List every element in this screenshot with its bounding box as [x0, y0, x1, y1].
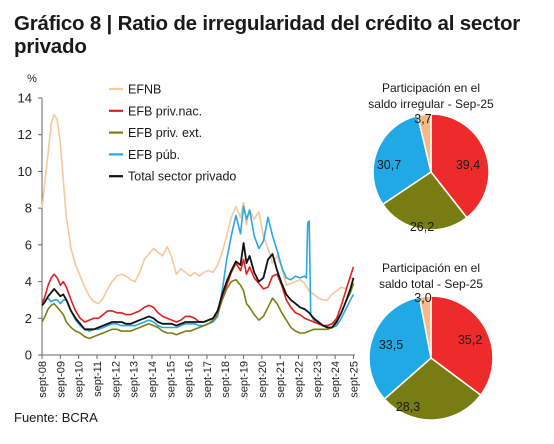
y-tick-label: 0 — [25, 348, 32, 363]
y-tick-label: 12 — [18, 127, 32, 142]
series-line-4 — [41, 242, 355, 331]
pie-slice — [430, 113, 490, 219]
pie-title: saldo total - Sep-25 — [379, 277, 483, 291]
y-tick-label: 2 — [25, 311, 32, 326]
legend-label: EFB púb. — [128, 148, 180, 162]
pie-slice — [416, 113, 432, 173]
series-line-3 — [42, 205, 355, 332]
series-line-0 — [41, 113, 354, 305]
series-line-2 — [41, 278, 355, 340]
x-tick-label: sept-17 — [202, 361, 214, 398]
pie-slice-label: 3,0 — [414, 291, 431, 305]
pie-slice-label: 26,2 — [410, 220, 434, 234]
page-title: Gráfico 8 | Ratio de irregularidad del c… — [14, 12, 521, 58]
pie-slice-label: 39,4 — [456, 158, 480, 172]
y-tick-label: 4 — [25, 274, 32, 289]
x-tick-label: sept-21 — [275, 361, 287, 398]
x-tick-label: sept-18 — [220, 361, 232, 398]
pie-slice-label: 35,2 — [458, 333, 482, 347]
pie-title: saldo irregular - Sep-25 — [368, 97, 494, 111]
pie-slice — [368, 296, 432, 401]
x-tick-label: sept-25 — [348, 361, 360, 398]
x-tick-label: sept-19 — [239, 361, 251, 398]
x-tick-label: sept-15 — [165, 361, 177, 398]
pie-slice-label: 33,5 — [379, 338, 403, 352]
pie-title: Participación en el — [382, 261, 480, 275]
y-tick-label: 8 — [25, 201, 32, 216]
pie-slice — [383, 357, 482, 421]
pie-slice — [372, 114, 432, 206]
x-tick-label: sept-22 — [294, 361, 306, 398]
x-tick-label: sept-24 — [330, 361, 342, 398]
x-tick-label: sept-14 — [147, 361, 159, 398]
x-tick-label: sept-12 — [110, 361, 122, 398]
series-line-1 — [41, 258, 355, 327]
x-tick-label: sept-20 — [257, 361, 269, 398]
source-note: Fuente: BCRA — [14, 410, 98, 425]
x-tick-label: sept-13 — [129, 361, 141, 398]
pie-slice-label: 28,3 — [396, 400, 420, 414]
x-tick-label: sept-11 — [92, 361, 104, 397]
legend-label: EFB priv. ext. — [128, 126, 202, 140]
y-axis-unit: % — [27, 73, 37, 85]
pie-slice — [430, 295, 494, 397]
pie-slice — [381, 170, 468, 231]
x-tick-label: sept-09 — [55, 361, 67, 398]
y-tick-label: 14 — [18, 91, 32, 106]
legend-label: Total sector privado — [128, 170, 236, 184]
pie-title: Participación en el — [382, 81, 480, 95]
y-tick-label: 6 — [25, 237, 32, 252]
y-tick-label: 10 — [18, 164, 32, 179]
legend-label: EFNB — [128, 83, 161, 97]
pie-slice — [418, 295, 432, 359]
x-tick-label: sept-16 — [184, 361, 196, 398]
pie-slice-label: 30,7 — [377, 158, 401, 172]
x-tick-label: sept-08 — [37, 361, 49, 398]
x-tick-label: sept-10 — [74, 361, 86, 398]
legend-label: EFB priv.nac. — [128, 104, 202, 118]
pie-slice-label: 3,7 — [414, 112, 431, 126]
x-tick-label: sept-23 — [312, 361, 324, 398]
